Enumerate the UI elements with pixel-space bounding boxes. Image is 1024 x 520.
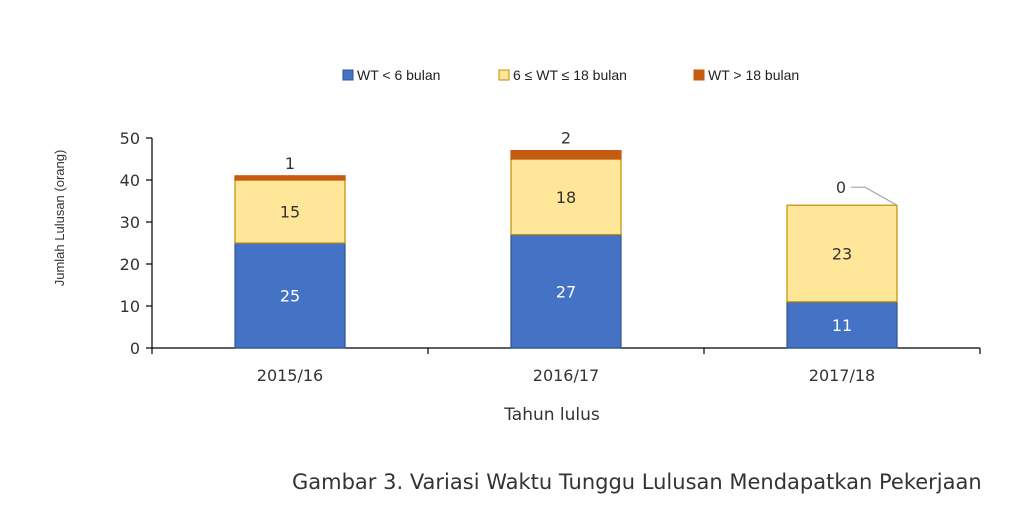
y-tick-label: 0 — [130, 339, 140, 358]
bars: 25 15 1 27 18 2 11 23 0 — [234, 129, 898, 349]
data-label: 18 — [556, 188, 576, 207]
data-label: 15 — [280, 203, 300, 222]
legend: WT < 6 bulan 6 ≤ WT ≤ 18 bulan WT > 18 bul… — [342, 67, 799, 83]
data-label: 2 — [561, 129, 571, 148]
legend-label: WT < 6 bulan — [357, 67, 440, 83]
y-tick-label: 20 — [120, 255, 140, 274]
data-label: 11 — [832, 316, 852, 335]
legend-swatch — [693, 69, 705, 81]
x-tick-label: 2015/16 — [257, 366, 323, 385]
legend-swatch — [342, 69, 354, 81]
bar-segment — [234, 175, 346, 181]
legend-label: WT > 18 bulan — [708, 67, 799, 83]
y-tick-label: 50 — [120, 129, 140, 148]
x-axis: 2015/16 2016/17 2017/18 — [151, 347, 981, 385]
data-label: 1 — [285, 154, 295, 173]
y-tick-label: 30 — [120, 213, 140, 232]
y-tick-label: 10 — [120, 297, 140, 316]
x-tick-label: 2017/18 — [809, 366, 875, 385]
data-label: 25 — [280, 287, 300, 306]
figure-caption: Gambar 3. Variasi Waktu Tunggu Lulusan M… — [292, 470, 982, 494]
bar-segment — [786, 204, 898, 303]
y-axis: 0 10 20 30 40 50 — [120, 129, 153, 358]
x-tick-label: 2016/17 — [533, 366, 599, 385]
data-label: 27 — [556, 282, 576, 301]
bar-segment — [510, 150, 622, 160]
bar-segment — [234, 242, 346, 349]
bar-segment — [786, 301, 898, 349]
stacked-bar-chart: WT < 6 bulan 6 ≤ WT ≤ 18 bulan WT > 18 bul… — [52, 67, 981, 425]
y-tick-label: 40 — [120, 171, 140, 190]
leader-line — [851, 186, 898, 206]
data-label: 0 — [836, 178, 846, 197]
x-axis-label: Tahun lulus — [503, 405, 600, 425]
legend-label: 6 ≤ WT ≤ 18 bulan — [513, 67, 627, 83]
y-axis-label: Jumlah Lulusan (orang) — [52, 150, 67, 287]
data-label: 23 — [832, 245, 852, 264]
legend-swatch — [498, 69, 510, 81]
